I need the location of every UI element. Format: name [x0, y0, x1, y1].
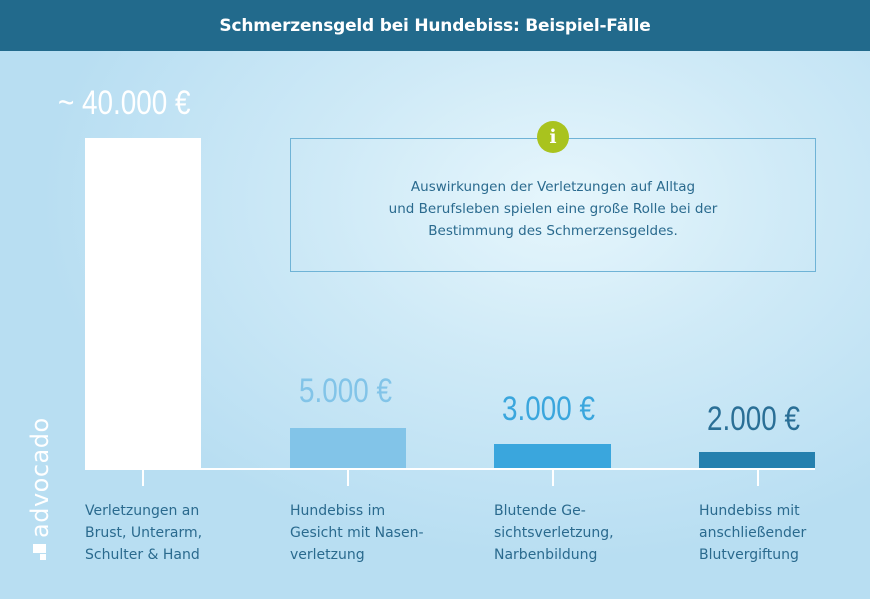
category-label-3: Blutende Ge- sichtsverletzung, Narbenbil…: [494, 503, 614, 563]
bar-2: [290, 428, 406, 469]
bar-4-value: 2.000 €: [707, 400, 801, 438]
x-axis-tick: [347, 470, 349, 486]
header-bar: Schmerzensgeld bei Hundebiss: Beispiel-F…: [0, 0, 870, 51]
bottom-border: [0, 599, 870, 602]
x-axis-tick: [142, 470, 144, 486]
category-label-1: Verletzungen an Brust, Unterarm, Schulte…: [85, 503, 203, 563]
bar-3: [494, 444, 611, 469]
logo-mark-icon: [33, 544, 47, 560]
x-axis-tick: [757, 470, 759, 486]
bar-1: [85, 138, 201, 469]
x-axis-tick: [552, 470, 554, 486]
bar-3-value: 3.000 €: [502, 390, 596, 428]
advocado-logo: advocado: [26, 417, 54, 560]
category-label-4: Hundebiss mit anschließender Blutvergift…: [699, 503, 807, 563]
bar-2-value: 5.000 €: [299, 372, 393, 410]
info-icon: i: [537, 121, 569, 153]
info-text: Auswirkungen der Verletzungen auf Alltag…: [388, 179, 718, 239]
bar-1-value: ~ 40.000 €: [58, 84, 191, 122]
category-label-2: Hundebiss im Gesicht mit Nasen- verletzu…: [290, 503, 424, 563]
x-axis-line: [85, 468, 815, 470]
chart-title: Schmerzensgeld bei Hundebiss: Beispiel-F…: [219, 15, 651, 36]
logo-text: advocado: [26, 417, 54, 538]
bar-4: [699, 452, 815, 469]
